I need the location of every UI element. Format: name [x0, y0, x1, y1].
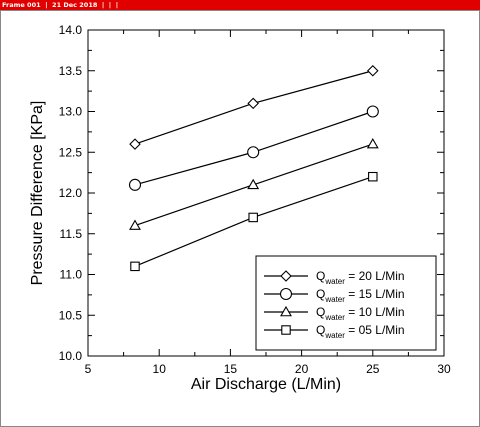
data-point-diamond — [367, 64, 379, 77]
series-group — [128, 64, 379, 272]
legend-entry: Qwater = 20 L/Min — [264, 269, 405, 286]
series-triangle — [129, 137, 379, 230]
data-point-diamond — [247, 97, 259, 110]
data-point-diamond — [129, 138, 141, 150]
data-point-square — [130, 261, 140, 272]
y-tick-label: 13.5 — [59, 64, 83, 78]
x-tick-label: 15 — [224, 362, 238, 376]
data-point-triangle — [129, 219, 141, 230]
y-tick-label: 12.5 — [59, 145, 83, 159]
data-point-triangle — [247, 178, 260, 190]
series-diamond — [129, 64, 379, 150]
y-tick-label: 13.0 — [59, 105, 83, 119]
title-bar: Frame 001 | 21 Dec 2018 | | | — [0, 0, 480, 10]
y-tick-label: 11.0 — [60, 268, 83, 282]
data-point-circle — [247, 146, 260, 159]
data-point-circle — [128, 178, 142, 191]
y-tick-label: 10.0 — [59, 349, 83, 363]
x-tick-label: 20 — [295, 362, 309, 376]
tick-labels: 5 10 15 20 25 30 10.0 10.5 11.0 11.5 12.0 12.5 13.0 1… — [59, 23, 451, 376]
legend-entry: Qwater = 10 L/Min — [264, 305, 405, 322]
series-circle — [128, 105, 379, 191]
series-square — [130, 171, 378, 272]
y-tick-label: 10.5 — [59, 308, 83, 322]
data-point-triangle — [366, 137, 379, 149]
y-tick-label: 12.0 — [59, 186, 83, 200]
legend-marker-diamond — [280, 270, 292, 282]
title-bar-text: Frame 001 | 21 Dec 2018 | | | — [2, 1, 119, 9]
y-tick-label: 11.5 — [60, 227, 83, 241]
legend-entry: Qwater = 05 L/Min — [264, 323, 405, 340]
legend-marker-circle — [279, 287, 293, 301]
x-axis-title: Air Discharge (L/Min) — [191, 376, 341, 393]
legend-label: Qwater = 15 L/Min — [316, 287, 405, 304]
legend-marker-triangle — [280, 305, 292, 317]
y-axis-title: Pressure Difference [KPa] — [29, 101, 46, 286]
legend-marker-square — [281, 325, 291, 335]
x-tick-label: 25 — [366, 362, 380, 376]
x-tick-label: 10 — [153, 362, 167, 376]
y-tick-label: 14.0 — [59, 23, 83, 37]
x-tick-label: 5 — [85, 362, 92, 376]
legend-label: Qwater = 10 L/Min — [316, 305, 405, 322]
legend-label: Qwater = 05 L/Min — [316, 323, 405, 340]
data-point-square — [368, 171, 378, 182]
legend-label: Qwater = 20 L/Min — [316, 269, 405, 286]
x-tick-label: 30 — [437, 362, 451, 376]
data-point-circle — [366, 105, 379, 118]
data-point-square — [248, 212, 258, 223]
legend-entry: Qwater = 15 L/Min — [264, 287, 405, 304]
